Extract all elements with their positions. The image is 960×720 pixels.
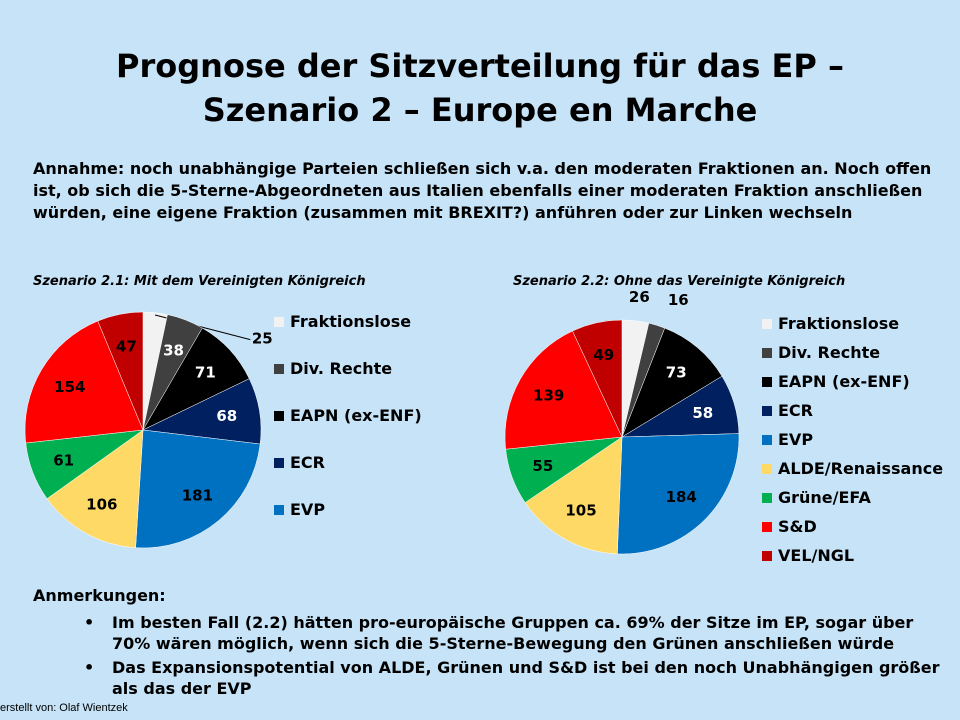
legend-item-div-rechte: Div. Rechte [274,359,392,378]
notes-title: Anmerkungen: [33,586,166,605]
legend-label: EVP [778,430,814,449]
legend-item-fraktionslose: Fraktionslose [274,312,411,331]
data-label-div-rechte: 38 [163,342,184,360]
pie-chart-2: 26 16 73 58 184 105 55 139 49 [504,288,740,555]
pie-slice-eapn-ex-enf [621,327,723,438]
legend-swatch [762,347,772,358]
legend-swatch [762,492,772,503]
legend-item-eapn-ex-enf: EAPN (ex-ENF) [762,372,910,391]
title-line-2: Szenario 2 – Europe en Marche [202,91,758,129]
data-label-s-d: 154 [54,378,85,396]
legend-swatch [762,376,772,387]
legend-item-div-rechte: Div. Rechte [762,343,880,362]
legend-swatch [762,405,772,416]
page-title: Prognose der Sitzverteilung für das EP –… [0,44,960,132]
pie-slice-evp [135,429,261,549]
legend-label: ALDE/Renaissance [778,459,944,478]
data-label-gr-ne-efa: 61 [53,451,74,469]
pie-slice-vel-ngl [572,319,623,438]
legend-item-vel-ngl: VEL/NGL [762,546,854,565]
legend-item-ecr: ECR [762,401,813,420]
legend-swatch [274,316,284,327]
pie-slice-s-d [24,320,144,444]
legend-swatch [274,410,284,421]
data-label-fraktionslose: 26 [629,288,650,306]
chart-2-title: Szenario 2.2: Ohne das Vereinigte Königr… [513,274,846,289]
title-line-1: Prognose der Sitzverteilung für das EP – [116,47,844,85]
legend-label: S&D [778,517,817,536]
legend-label: EAPN (ex-ENF) [290,406,422,425]
legend-item-alde-renaissance: ALDE/Renaissance [762,459,943,478]
footer-credit: erstellt von: Olaf Wientzek [0,702,128,714]
pie-slice-alde-renaissance [524,436,623,555]
legend-item-s-d: S&D [762,517,817,536]
legend-swatch [762,550,772,561]
legend-label: EVP [290,500,326,519]
pie-slice-alde-renaissance [46,429,144,549]
legend-item-ecr: ECR [274,453,325,472]
legend-swatch [762,318,772,329]
pie-slice-evp [617,433,740,555]
legend-swatch [274,363,284,374]
data-label-div-rechte: 16 [668,291,689,309]
legend-item-gr-ne-efa: Grüne/EFA [762,488,871,507]
legend-label: Fraktionslose [290,312,412,331]
legend-swatch [274,504,284,515]
legend-item-fraktionslose: Fraktionslose [762,314,899,333]
legend-label: Grüne/EFA [778,488,871,507]
legend-swatch [274,457,284,468]
legend-label: ECR [778,401,813,420]
legend-label: Div. Rechte [778,343,881,362]
legend-item-evp: EVP [762,430,813,449]
data-label-ecr: 68 [216,407,237,425]
data-label-eapn-ex-enf: 73 [666,364,687,382]
chart-1-title: Szenario 2.1: Mit dem Vereinigten Königr… [33,274,366,289]
legend-item-eapn-ex-enf: EAPN (ex-ENF) [274,406,422,425]
assumption-text: Annahme: noch unabhängige Parteien schli… [33,159,932,222]
data-label-fraktionslose: 25 [252,330,273,348]
legend-swatch [762,434,772,445]
data-label-evp: 184 [666,488,697,506]
data-label-vel-ngl: 49 [593,346,614,364]
pie-chart-1: 25 38 71 68 181 106 61 154 47 [24,311,273,549]
data-label-alde-renaissance: 105 [565,502,596,520]
data-label-s-d: 139 [533,387,564,405]
note-item: Das Expansionspotential von ALDE, Grünen… [84,657,944,699]
data-label-evp: 181 [182,486,213,504]
legend-swatch [762,463,772,474]
data-label-eapn-ex-enf: 71 [195,363,216,381]
pie-slice-s-d [504,330,623,450]
legend-label: ECR [290,453,325,472]
legend-item-evp: EVP [274,500,325,519]
data-label-gr-ne-efa: 55 [532,457,553,475]
data-label-alde-renaissance: 106 [86,495,117,513]
note-item: Im besten Fall (2.2) hätten pro-europäis… [84,612,944,654]
legend-swatch [762,521,772,532]
legend-label: VEL/NGL [778,546,855,565]
data-label-vel-ngl: 47 [116,338,137,356]
pie-slice-vel-ngl [97,311,144,431]
notes-list: Im besten Fall (2.2) hätten pro-europäis… [84,612,944,702]
legend-label: EAPN (ex-ENF) [778,372,910,391]
data-label-ecr: 58 [692,404,713,422]
legend-label: Div. Rechte [290,359,393,378]
legend-label: Fraktionslose [778,314,900,333]
